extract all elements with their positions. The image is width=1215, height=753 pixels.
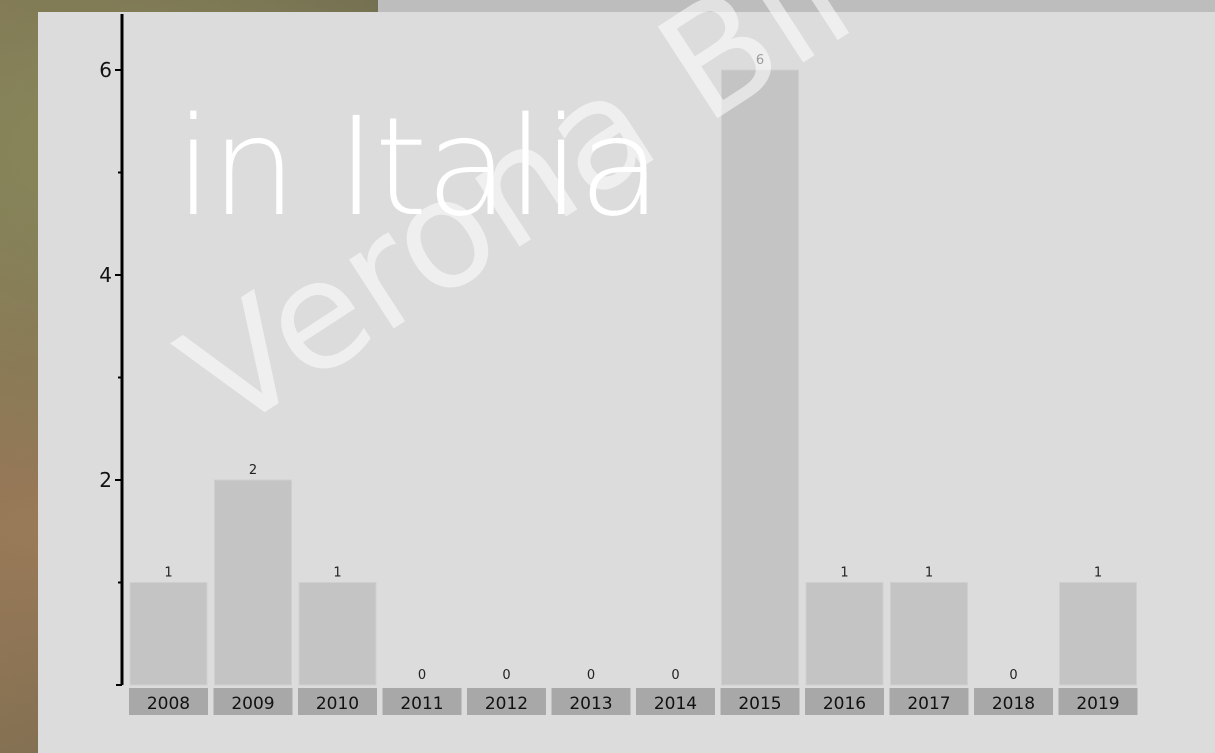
category-label-bg [889,688,969,715]
y-tick-label: 4 [99,263,112,287]
category-label: 2017 [907,694,950,714]
bar-value-label: 1 [1094,566,1102,581]
bar-value-label: 0 [502,668,510,683]
bar-value-label: 0 [418,668,426,683]
category-label: 2012 [485,694,528,714]
top-strip [378,0,1215,14]
category-label: 2016 [823,694,866,714]
category-label: 2010 [316,694,359,714]
bar-value-label: 0 [587,668,595,683]
bar-value-label: 1 [164,566,172,581]
bar [721,69,799,686]
bar-value-label: 1 [925,566,933,581]
category-label: 2008 [147,694,190,714]
category-label-bg [298,688,377,715]
bar [214,479,292,686]
category-label-bg [129,688,208,715]
bar [298,582,377,686]
bar-value-label: 0 [1009,668,1017,683]
bar-value-label: 1 [333,566,341,581]
category-label-bg [467,688,546,715]
bar [890,582,968,686]
bar-value-label: 1 [840,566,848,581]
category-label: 2011 [400,694,443,714]
bar-value-label: 2 [249,463,257,478]
category-label-bg [636,688,715,715]
bar [1059,582,1137,686]
category-label-bg [213,688,293,715]
category-label: 2019 [1076,694,1119,714]
category-label-bg [382,688,462,715]
bar-value-label: 0 [671,668,679,683]
category-label: 2014 [654,694,697,714]
overlay-title: in Italia [175,89,662,247]
category-label: 2013 [569,694,612,714]
category-label-bg [551,688,631,715]
y-tick-label: 2 [99,468,112,492]
bar-value-label: 6 [756,53,764,68]
y-tick-label: 6 [99,58,112,82]
category-label: 2018 [992,694,1035,714]
category-label: 2015 [738,694,781,714]
category-label-bg [974,688,1053,715]
bar [129,582,208,686]
category-label-bg [720,688,800,715]
bar [805,582,884,686]
category-label: 2009 [231,694,274,714]
category-label-bg [1058,688,1138,715]
category-label-bg [805,688,884,715]
